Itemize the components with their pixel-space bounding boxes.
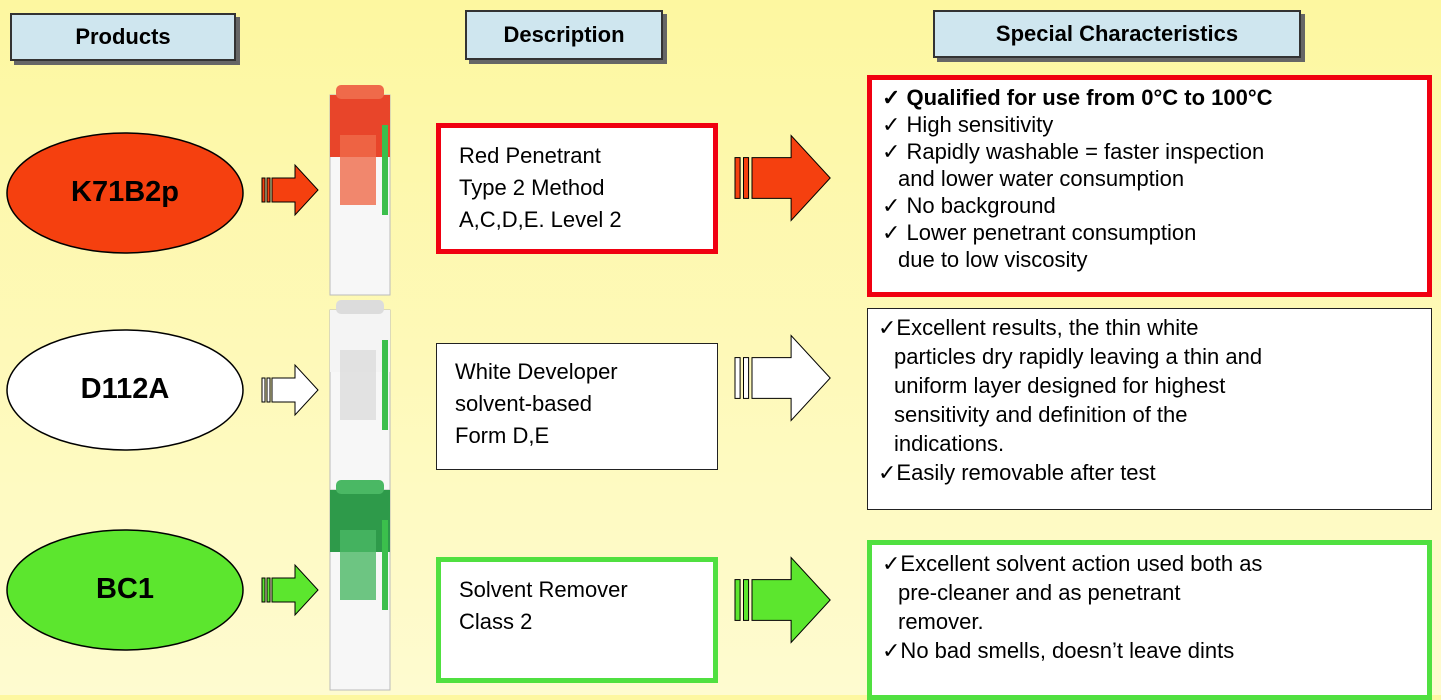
- characteristic-line: ✓ Lower penetrant consumption: [882, 220, 1197, 245]
- product-arrow-part: [271, 163, 319, 217]
- description-line: Red Penetrant: [459, 143, 601, 168]
- characteristic-line: and lower water consumption: [898, 166, 1185, 191]
- characteristic-line: remover.: [898, 609, 984, 634]
- characteristics-box: ✓Excellent solvent action used both as pr…: [867, 540, 1432, 700]
- description-line: Type 2 Method: [459, 175, 605, 200]
- characteristic-line: pre-cleaner and as penetrant: [898, 580, 1181, 605]
- product-arrow-part: [261, 577, 266, 603]
- product-name: BC1: [95, 573, 154, 605]
- can-label: [340, 530, 376, 600]
- product-arrow-part: [271, 363, 319, 417]
- product-ellipse: [6, 132, 244, 254]
- description-arrow-part: [734, 579, 741, 621]
- product-name: D112A: [80, 373, 170, 405]
- product-arrow-part: [266, 377, 271, 403]
- header-description: Description: [465, 10, 663, 60]
- header-products: Products: [10, 13, 236, 61]
- description-arrow-part: [751, 334, 831, 422]
- characteristic-line: uniform layer designed for highest: [894, 373, 1226, 398]
- product-arrow-part: [261, 377, 266, 403]
- can-stripe: [382, 520, 388, 610]
- description-arrow-part: [751, 556, 831, 644]
- characteristic-line: ✓Excellent solvent action used both as: [882, 551, 1263, 576]
- description-line: Form D,E: [455, 423, 550, 448]
- description-arrow-part: [743, 579, 750, 621]
- characteristic-line: ✓ Qualified for use from 0°C to 100°C: [882, 85, 1273, 110]
- can-label: [340, 350, 376, 420]
- characteristic-line: ✓ Rapidly washable = faster inspection: [882, 139, 1265, 164]
- characteristic-line: due to low viscosity: [898, 247, 1088, 272]
- can-stripe: [382, 340, 388, 430]
- description-line: White Developer: [455, 359, 618, 384]
- description-arrow-part: [734, 357, 741, 399]
- can-label: [340, 135, 376, 205]
- description-box: White Developer solvent-based Form D,E: [436, 343, 718, 470]
- description-box: Solvent Remover Class 2: [436, 557, 718, 683]
- description-line: Class 2: [459, 609, 533, 634]
- characteristic-line: particles dry rapidly leaving a thin and: [894, 344, 1263, 369]
- characteristic-line: indications.: [894, 431, 1005, 456]
- characteristic-line: ✓ High sensitivity: [882, 112, 1054, 137]
- description-arrow-part: [743, 157, 750, 199]
- product-arrow-part: [266, 177, 271, 203]
- characteristic-line: ✓ No background: [882, 193, 1056, 218]
- can-cap: [336, 480, 384, 494]
- product-ellipse: [6, 329, 244, 451]
- product-arrow-part: [261, 177, 266, 203]
- description-line: solvent-based: [455, 391, 592, 416]
- product-arrow: [261, 363, 319, 417]
- description-line: A,C,D,E. Level 2: [459, 207, 622, 232]
- description-line: Solvent Remover: [459, 577, 628, 602]
- characteristic-line: ✓Easily removable after test: [878, 460, 1156, 485]
- description-arrow-part: [743, 357, 750, 399]
- product-name: K71B2p: [71, 176, 179, 208]
- can-cap: [336, 85, 384, 99]
- description-box: Red Penetrant Type 2 Method A,C,D,E. Level…: [436, 123, 718, 254]
- can-cap: [336, 300, 384, 314]
- characteristic-line: ✓No bad smells, doesn’t leave dints: [882, 638, 1235, 663]
- product-arrow: [261, 163, 319, 217]
- product-ellipse: [6, 529, 244, 651]
- product-arrow-part: [266, 577, 271, 603]
- description-arrow-part: [734, 157, 741, 199]
- characteristics-box: ✓ Qualified for use from 0°C to 100°C ✓ H…: [867, 75, 1432, 297]
- can-stripe: [382, 125, 388, 215]
- characteristics-box: ✓Excellent results, the thin white partic…: [867, 308, 1432, 510]
- description-arrow: [734, 334, 831, 422]
- product-arrow: [261, 563, 319, 617]
- header-characteristics: Special Characteristics: [933, 10, 1301, 58]
- characteristic-line: ✓Excellent results, the thin white: [878, 315, 1199, 340]
- description-arrow: [734, 556, 831, 644]
- description-arrow: [734, 134, 831, 222]
- description-arrow-part: [751, 134, 831, 222]
- characteristic-line: sensitivity and definition of the: [894, 402, 1188, 427]
- product-arrow-part: [271, 563, 319, 617]
